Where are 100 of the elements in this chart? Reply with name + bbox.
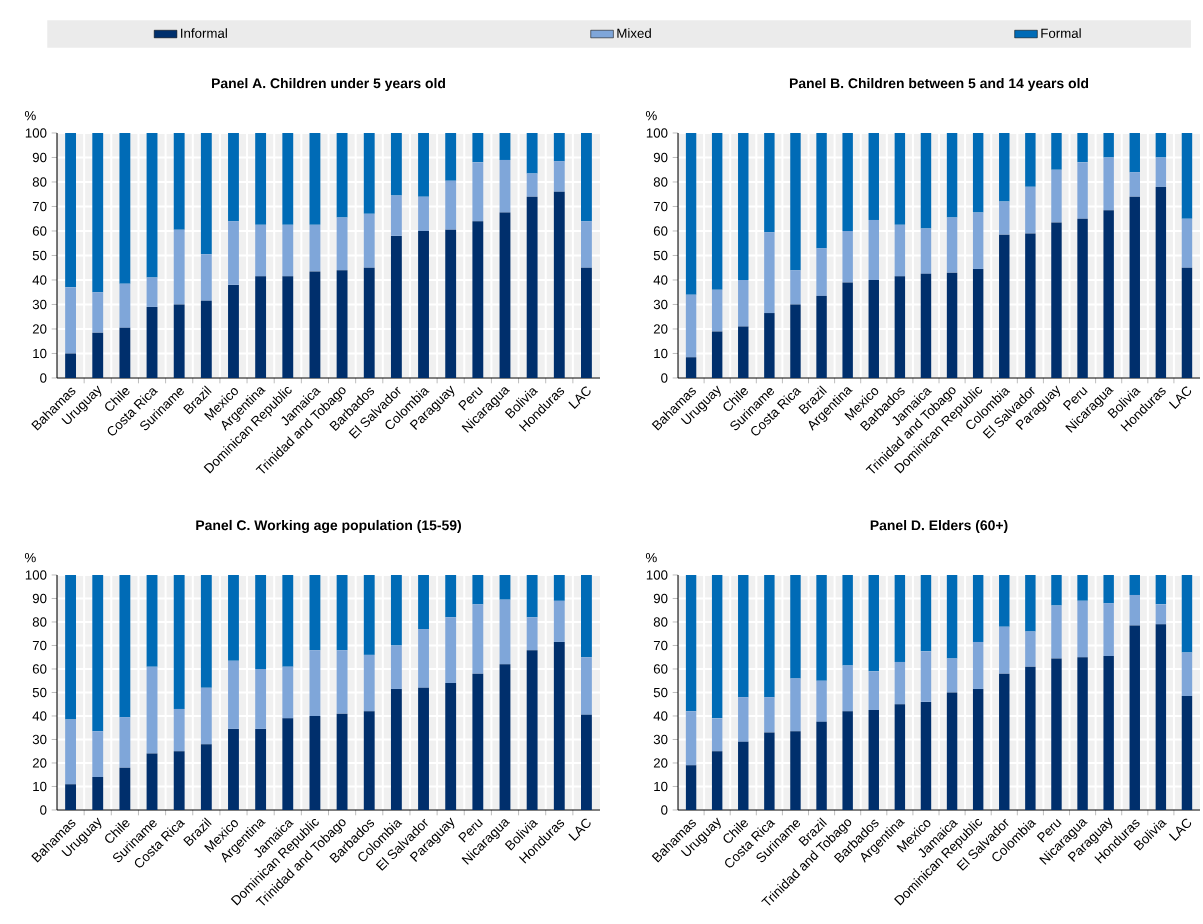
- bar: [581, 714, 592, 810]
- bar: [764, 697, 775, 733]
- bar: [336, 217, 348, 271]
- y-tick-label: 70: [653, 201, 668, 212]
- bar: [972, 574, 984, 642]
- bar: [894, 661, 906, 705]
- bar: [146, 277, 158, 307]
- y-tick-label: 70: [32, 640, 47, 651]
- bar: [255, 224, 267, 277]
- y-tick-label: 40: [653, 275, 668, 285]
- bar: [946, 692, 958, 810]
- bar: [1077, 132, 1088, 163]
- bar: [1077, 657, 1088, 810]
- bar: [920, 701, 932, 810]
- bar: [282, 132, 294, 225]
- bar: [553, 191, 565, 378]
- bar: [363, 574, 375, 655]
- bar: [1103, 157, 1114, 211]
- bar: [418, 574, 429, 630]
- bar: [92, 332, 104, 378]
- bar: [1129, 132, 1140, 173]
- bar: [553, 574, 565, 601]
- bar: [816, 721, 827, 810]
- bar: [499, 159, 511, 213]
- bar: [200, 300, 212, 378]
- bar: [173, 229, 185, 305]
- bar: [499, 212, 511, 378]
- bar: [255, 668, 267, 729]
- y-tick-label: 90: [653, 593, 668, 604]
- y-tick-label: 60: [32, 226, 47, 236]
- bar: [764, 574, 775, 698]
- bar: [228, 132, 239, 222]
- bar: [790, 678, 801, 732]
- bar: [842, 230, 853, 283]
- bar: [920, 228, 932, 274]
- bar: [65, 719, 77, 785]
- bar: [1025, 666, 1036, 810]
- bar: [1181, 218, 1193, 268]
- chart-title: Panel B. Children between 5 and 14 years old: [789, 77, 1089, 91]
- bar: [842, 665, 853, 712]
- bar: [228, 221, 239, 285]
- bar: [390, 574, 402, 646]
- y-tick-label: 30: [653, 299, 668, 310]
- bar: [472, 162, 484, 222]
- bar: [1181, 267, 1193, 378]
- bar: [472, 574, 484, 605]
- bar: [972, 132, 984, 213]
- y-tick-label: 40: [32, 711, 47, 721]
- bar: [499, 132, 511, 160]
- bar: [119, 574, 131, 718]
- bar: [946, 217, 958, 273]
- bar: [868, 574, 879, 672]
- bar: [894, 704, 906, 810]
- bar: [526, 617, 538, 651]
- bar: [282, 574, 294, 667]
- bar: [255, 132, 267, 225]
- bar: [92, 777, 104, 810]
- bar: [336, 132, 348, 218]
- bar: [119, 327, 131, 378]
- bar: [764, 313, 775, 378]
- bar: [999, 234, 1010, 378]
- bar: [1155, 624, 1167, 810]
- bar: [816, 132, 827, 249]
- bar: [119, 132, 131, 284]
- bar: [445, 132, 457, 181]
- bar: [972, 212, 984, 269]
- bar: [816, 295, 827, 378]
- bar: [390, 195, 402, 236]
- bar: [738, 574, 749, 698]
- bar: [738, 326, 749, 378]
- bar: [336, 650, 348, 714]
- bar: [472, 604, 484, 674]
- bar: [173, 574, 185, 709]
- bar: [119, 767, 131, 810]
- bar: [920, 273, 932, 378]
- bar: [711, 289, 723, 332]
- bar: [764, 732, 775, 810]
- bar: [1077, 218, 1088, 378]
- bar: [336, 270, 348, 378]
- y-tick-label: 30: [32, 299, 47, 310]
- bar: [790, 304, 801, 378]
- bar: [363, 213, 375, 268]
- bar: [868, 132, 879, 220]
- bar: [92, 292, 104, 333]
- bar: [445, 180, 457, 230]
- bar: [946, 132, 958, 218]
- y-tick-label: 10: [654, 348, 668, 359]
- bar: [119, 283, 131, 328]
- bar: [472, 221, 484, 378]
- bar: [581, 267, 592, 378]
- bar: [553, 641, 565, 810]
- bar: [173, 708, 185, 752]
- bar: [1077, 574, 1088, 601]
- bar: [738, 741, 749, 810]
- bar: [790, 731, 801, 810]
- bar: [228, 660, 239, 729]
- bar: [1103, 210, 1114, 378]
- bar: [685, 711, 697, 766]
- y-tick-label: 50: [32, 250, 47, 261]
- bar: [1129, 625, 1140, 810]
